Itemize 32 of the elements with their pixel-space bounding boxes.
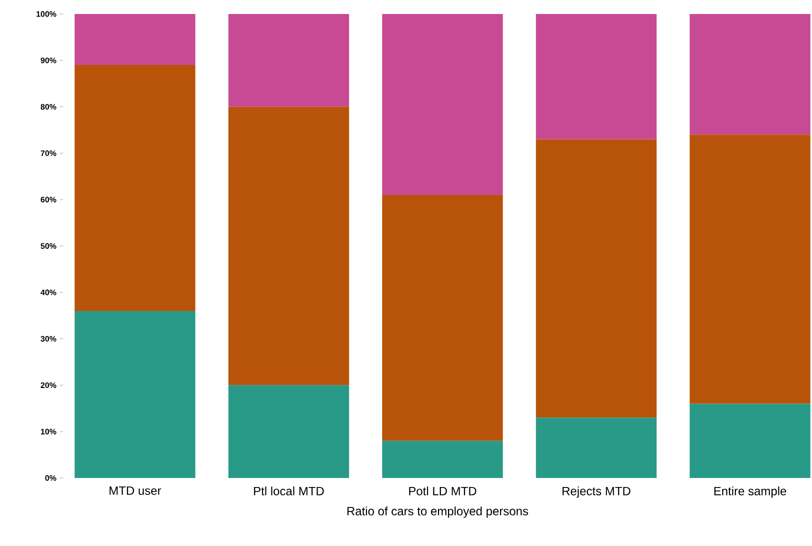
bar bbox=[536, 139, 657, 418]
y-tick-label: 30% bbox=[40, 336, 56, 342]
bar bbox=[382, 440, 503, 478]
x-tick-label: Entire sample bbox=[714, 486, 786, 498]
y-tick-label: 10% bbox=[40, 428, 56, 434]
bar bbox=[74, 310, 196, 478]
bar bbox=[536, 14, 657, 140]
x-tick-label: Rejects MTD bbox=[562, 486, 630, 498]
y-tick-label: 50% bbox=[40, 243, 56, 249]
x-tick-label: Ptl local MTD bbox=[254, 486, 324, 496]
bar bbox=[690, 404, 810, 478]
y-tick-label: 60% bbox=[40, 196, 56, 202]
bar bbox=[228, 106, 350, 386]
bar bbox=[382, 14, 503, 195]
y-tick-label: 70% bbox=[40, 150, 56, 156]
bar bbox=[690, 14, 810, 135]
x-tick-label: Potl LD MTD bbox=[409, 486, 476, 496]
y-tick-label: 80% bbox=[40, 104, 56, 110]
bar bbox=[228, 385, 350, 478]
y-tick-label: 100% bbox=[36, 11, 56, 17]
bar bbox=[74, 14, 196, 66]
bar bbox=[690, 134, 810, 404]
x-axis-title: Ratio of cars to employed persons bbox=[347, 506, 528, 518]
y-tick-label: 90% bbox=[40, 58, 56, 64]
y-tick-label: 40% bbox=[40, 290, 56, 296]
y-tick-label: 0% bbox=[45, 475, 56, 481]
bar bbox=[228, 14, 350, 107]
x-tick-label: MTD user bbox=[110, 486, 162, 495]
bar bbox=[74, 65, 196, 311]
bar bbox=[536, 418, 657, 478]
y-tick-label: 20% bbox=[40, 382, 56, 388]
bar bbox=[382, 194, 503, 441]
